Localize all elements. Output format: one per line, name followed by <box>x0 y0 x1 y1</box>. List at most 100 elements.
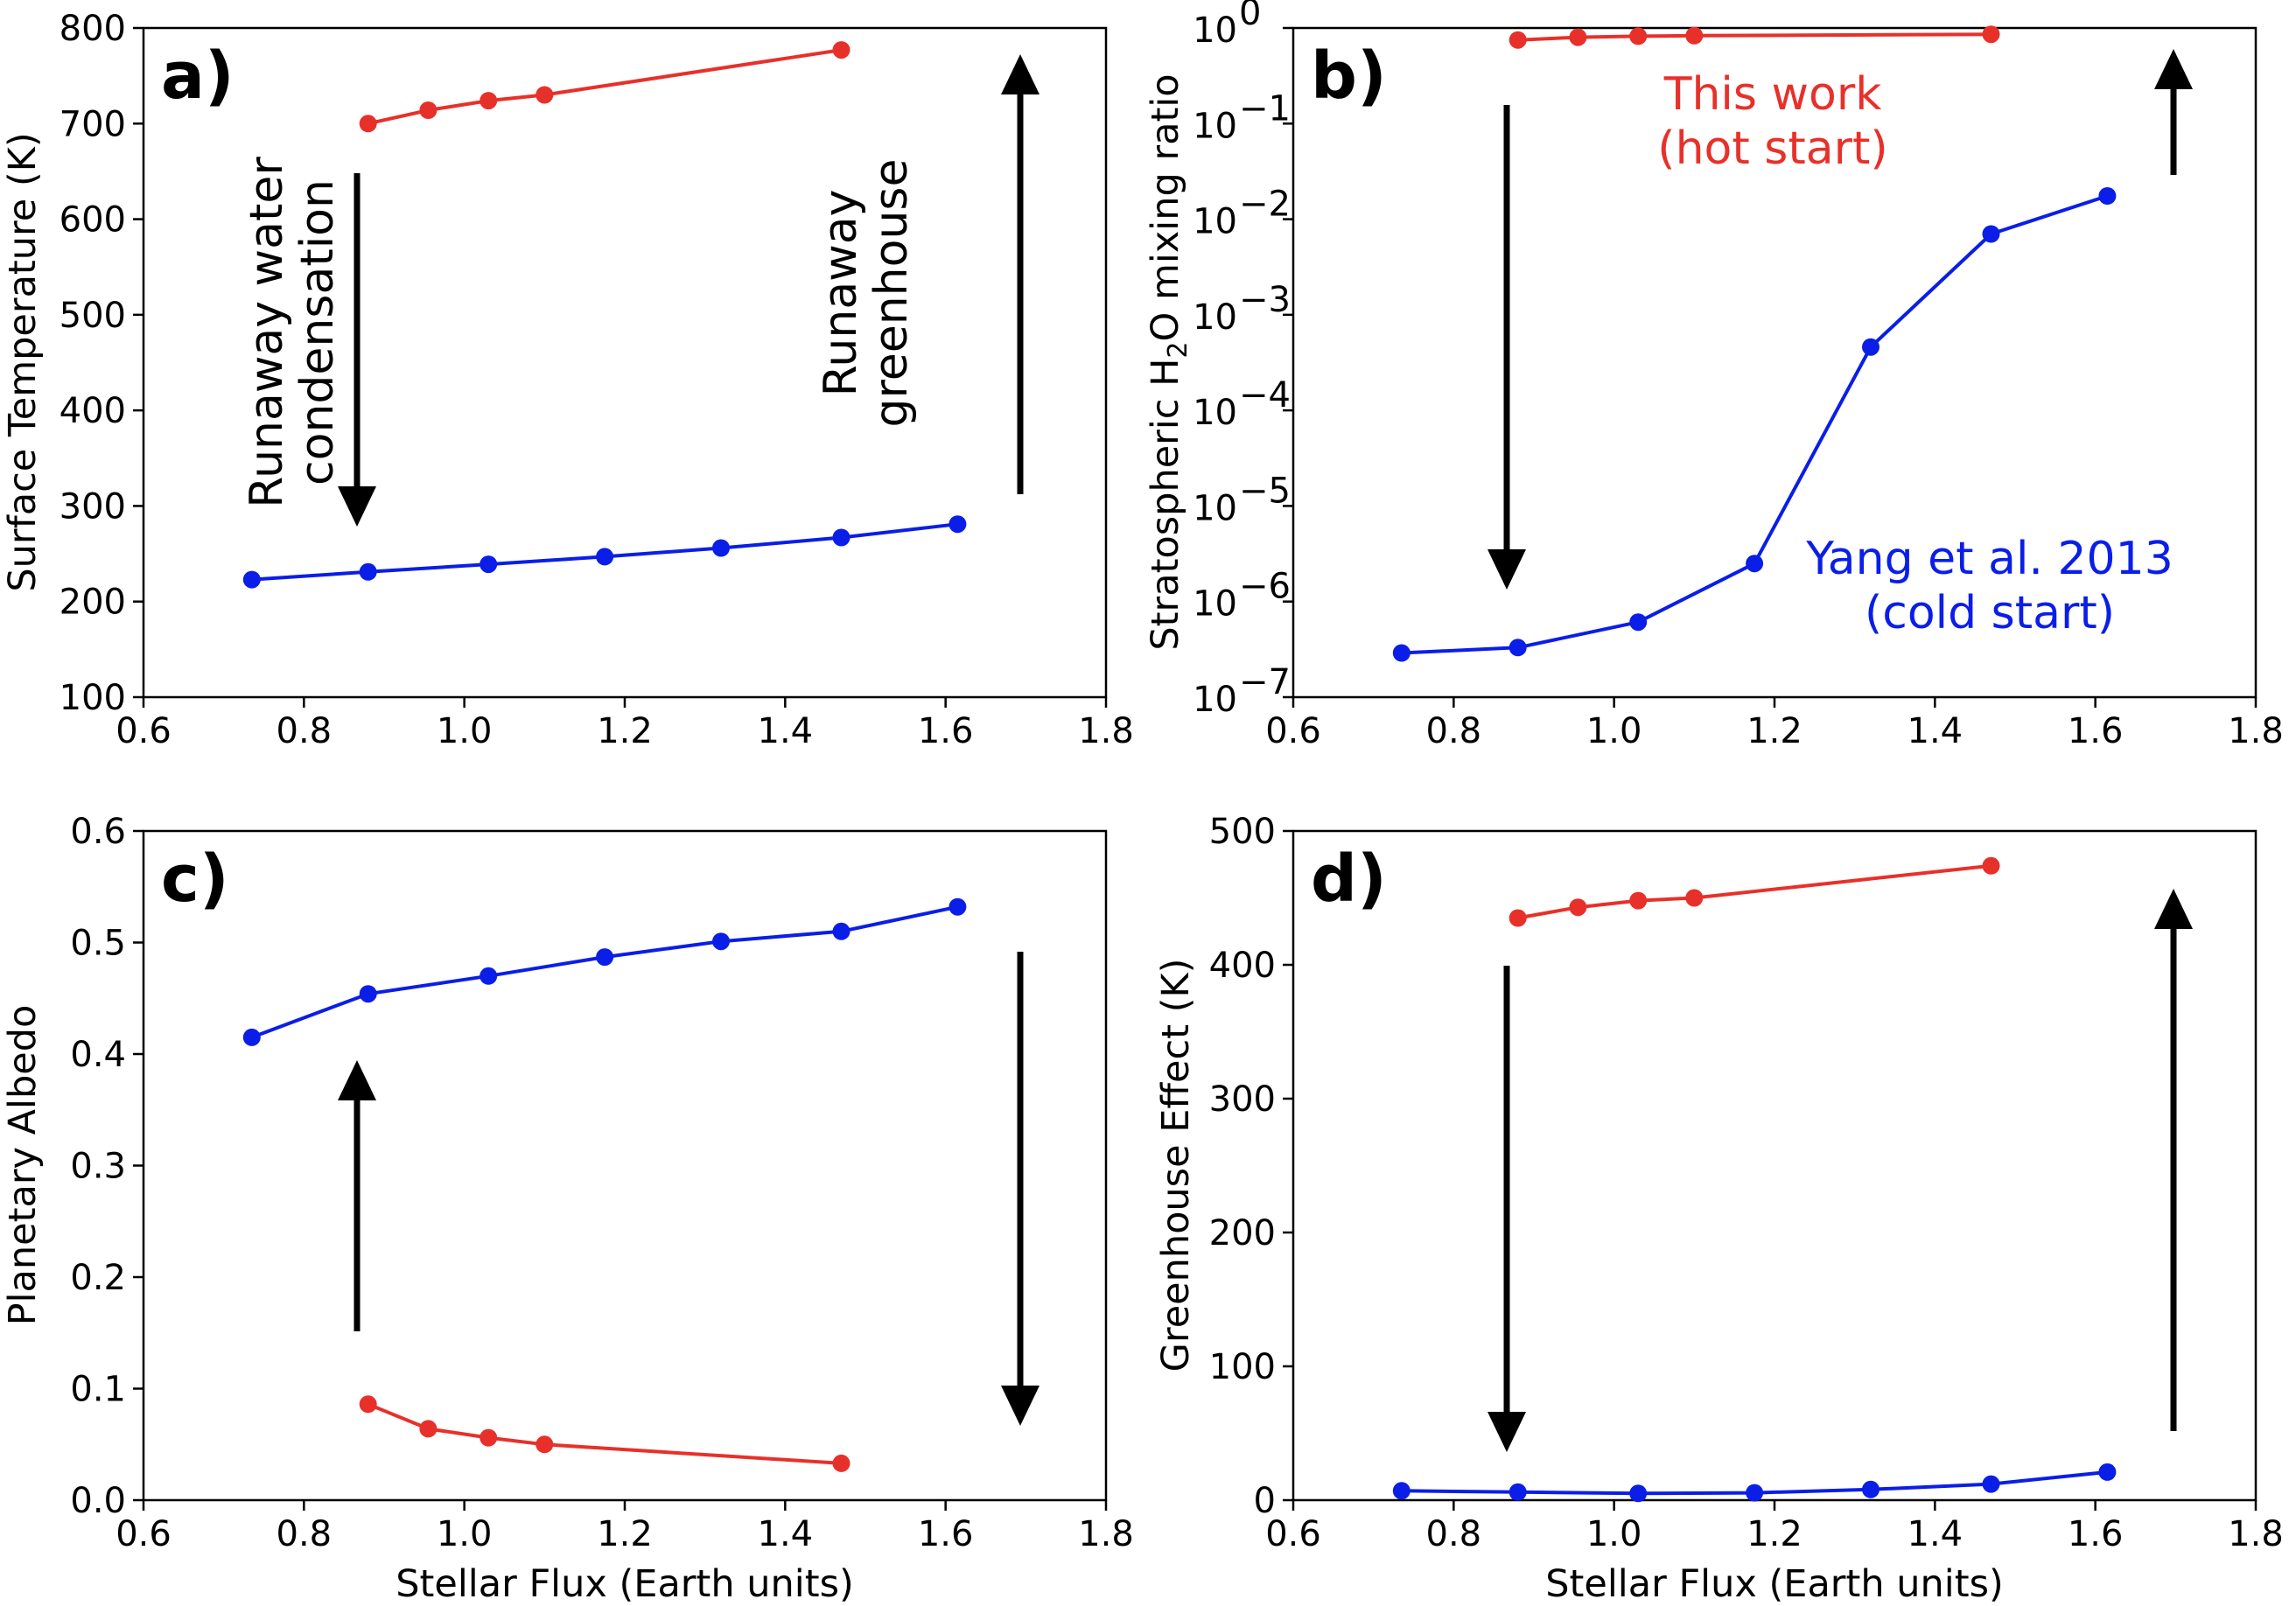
x-tick-label-d: 0.8 <box>1426 1514 1482 1554</box>
x-tick-label-a: 1.8 <box>1078 711 1134 751</box>
data-point-this-work-d <box>1508 909 1527 927</box>
annotation-runaway-greenhouse-line1: Runaway <box>815 190 867 397</box>
data-marks: 0.6 0.8 1.0 1.2 1.4 1.6 1.81002003004005006007… <box>60 0 2284 1554</box>
x-tick-label-c: 0.8 <box>276 1514 332 1554</box>
data-point-yang2013-b <box>1982 225 2000 243</box>
y-tick-label-d: 100 <box>1209 1347 1276 1387</box>
y-tick-label-c: 0.1 <box>70 1370 126 1410</box>
data-point-this-work-b <box>1569 28 1587 46</box>
y-tick-label-d: 200 <box>1209 1213 1276 1253</box>
series-line-this-work-d <box>1517 863 1992 920</box>
data-point-yang2013-b <box>1508 639 1527 657</box>
data-point-this-work-a <box>832 41 850 59</box>
panel-label-a: a) <box>161 38 234 114</box>
y-tick-exponent-b: −7 <box>1239 662 1291 702</box>
panel-label-d: d) <box>1311 841 1387 917</box>
data-point-yang2013-d <box>1508 1483 1527 1501</box>
x-tick-label-d: 1.6 <box>2068 1514 2124 1554</box>
data-point-yang2013-c <box>712 932 730 951</box>
y-tick-label-a: 200 <box>60 583 126 623</box>
panel-label-c: c) <box>161 841 229 917</box>
data-point-yang2013-a <box>596 548 614 566</box>
y-tick-label-c: 0.5 <box>70 924 126 964</box>
y-axis-label-b-part2: O mixing ratio <box>1144 73 1187 341</box>
data-point-yang2013-d <box>1392 1482 1410 1500</box>
annotation-yang-line1: Yang et al. 2013 <box>1805 533 2174 585</box>
data-point-this-work-d <box>1569 898 1587 917</box>
arrow-up-head-c <box>338 1060 376 1100</box>
data-point-this-work-a <box>419 101 438 119</box>
arrow-down-head-c <box>1001 1386 1040 1426</box>
y-axis-label-d: Greenhouse Effect (K) <box>1154 959 1198 1372</box>
annotation-runaway-greenhouse: Runawaygreenhouse <box>815 159 918 428</box>
data-point-yang2013-a <box>832 528 850 547</box>
x-tick-label-b: 0.8 <box>1426 711 1482 751</box>
data-point-yang2013-c <box>948 897 967 916</box>
data-point-this-work-b <box>1629 27 1648 45</box>
data-point-yang2013-d <box>1982 1475 2000 1493</box>
arrow-down-head-a <box>338 486 376 527</box>
data-point-this-work-b <box>1508 31 1527 49</box>
data-point-yang2013-c <box>480 967 498 985</box>
y-axis-label-c: Planetary Albedo <box>1 1005 45 1326</box>
y-tick-exponent-b: −1 <box>1239 88 1291 129</box>
annotation-this-work-line2: (hot start) <box>1657 122 1887 175</box>
x-tick-label-d: 1.4 <box>1908 1514 1964 1554</box>
data-point-yang2013-b <box>1629 613 1648 632</box>
x-tick-label-c: 1.8 <box>1078 1514 1134 1554</box>
data-point-this-work-b <box>1685 26 1704 45</box>
y-tick-exponent-b: 0 <box>1239 0 1261 33</box>
y-tick-label-c: 0.2 <box>70 1258 126 1298</box>
x-tick-label-b: 1.8 <box>2228 711 2284 751</box>
y-axis-label-a: Surface Temperature (K) <box>1 132 45 591</box>
data-point-yang2013-c <box>359 985 377 1003</box>
data-point-yang2013-a <box>712 539 730 557</box>
y-tick-label-b: 10 <box>1193 106 1237 146</box>
y-tick-label-b: 10 <box>1193 488 1237 528</box>
x-tick-label-c: 1.2 <box>597 1514 653 1554</box>
y-tick-exponent-b: −6 <box>1239 567 1291 607</box>
y-tick-label-a: 300 <box>60 486 126 527</box>
x-tick-label-d: 1.2 <box>1746 1514 1802 1554</box>
y-tick-exponent-b: −5 <box>1239 471 1291 511</box>
data-point-this-work-c <box>536 1435 554 1454</box>
series-line-this-work-c <box>367 1402 842 1465</box>
y-tick-exponent-b: −4 <box>1239 375 1291 415</box>
arrow-up-head-a <box>1001 54 1040 94</box>
y-tick-label-c: 0.6 <box>70 812 126 852</box>
data-point-yang2013-d <box>1862 1480 1880 1498</box>
data-point-yang2013-b <box>1392 644 1410 662</box>
arrow-up-head-b <box>2154 49 2193 89</box>
y-tick-label-b: 10 <box>1193 584 1237 625</box>
annotation-runaway-condensation: Runaway watercondensation <box>241 157 344 508</box>
x-axis-label-d: Stellar Flux (Earth units) <box>1545 1562 2004 1606</box>
plot-frame-c <box>142 829 1108 1502</box>
data-point-this-work-d <box>1629 891 1648 910</box>
x-tick-label-b: 1.4 <box>1908 711 1964 751</box>
data-point-yang2013-c <box>596 948 614 967</box>
x-tick-label-a: 1.0 <box>437 711 493 751</box>
annotation-runaway-condensation-line1: Runaway water <box>241 157 293 508</box>
y-tick-label-a: 500 <box>60 296 126 336</box>
y-tick-label-a: 100 <box>60 678 126 718</box>
data-point-yang2013-d <box>1746 1484 1764 1502</box>
y-tick-label-a: 400 <box>60 391 126 431</box>
series-line-this-work-a <box>368 48 842 126</box>
y-tick-label-a: 600 <box>60 200 126 241</box>
data-point-this-work-c <box>359 1395 377 1414</box>
annotation-runaway-condensation-line2: condensation <box>291 179 344 485</box>
arrow-down-head-b <box>1488 549 1526 590</box>
y-tick-label-a: 800 <box>60 9 126 49</box>
y-tick-exponent-b: −2 <box>1239 185 1291 225</box>
data-point-yang2013-c <box>832 922 850 940</box>
x-tick-label-c: 0.6 <box>116 1514 172 1554</box>
y-tick-label-c: 0.4 <box>70 1035 126 1075</box>
y-tick-label-b: 10 <box>1193 680 1237 720</box>
y-tick-label-d: 300 <box>1209 1079 1276 1120</box>
y-tick-exponent-b: −3 <box>1239 280 1291 320</box>
data-point-this-work-d <box>1982 856 2000 875</box>
y-axis-label-b-subscript: 2 <box>1163 341 1194 358</box>
y-tick-label-b: 10 <box>1193 202 1237 242</box>
x-tick-label-a: 0.8 <box>276 711 332 751</box>
